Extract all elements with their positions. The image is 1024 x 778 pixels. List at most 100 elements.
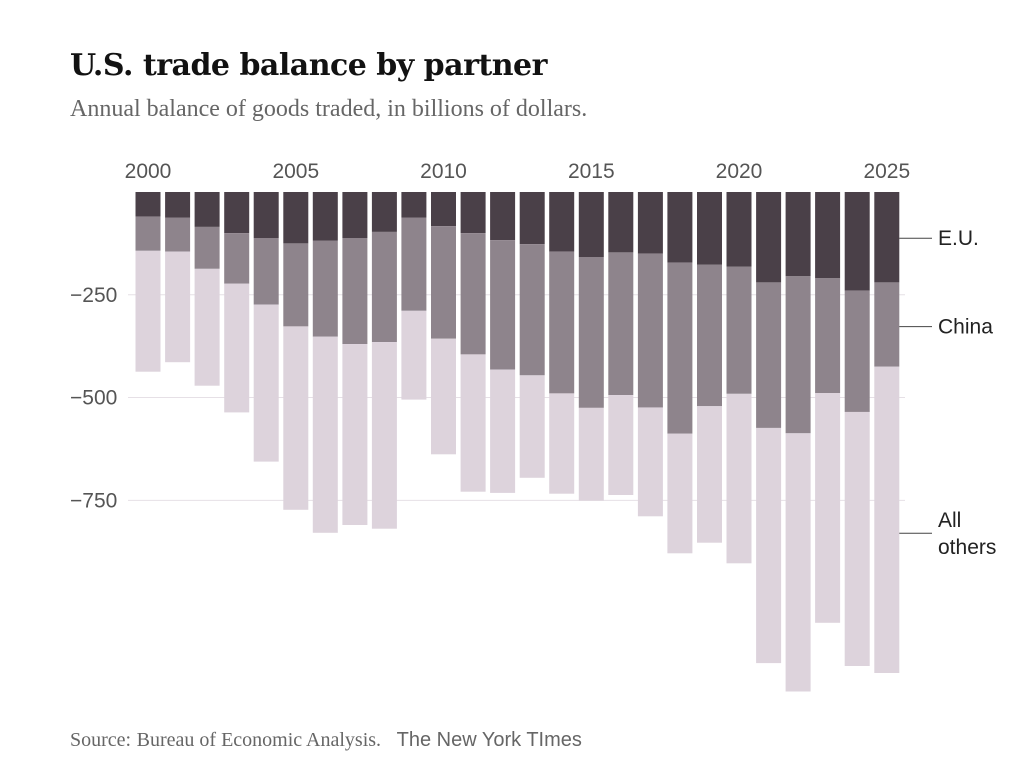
bar-e-u-2010 [431,192,456,227]
bar-china-2020 [726,266,752,394]
bar-e-u-2006 [312,192,338,241]
bar-e-u-2021 [756,192,782,283]
bar-china-2003 [224,233,250,284]
bar-china-2015 [578,257,604,408]
bar-all-others-2013 [519,375,545,478]
bar-e-u-2000 [135,192,161,217]
bar-china-2002 [194,226,220,269]
bar-all-others-2018 [667,433,693,554]
x-tick-label: 2025 [863,160,910,183]
bar-china-2011 [460,233,486,355]
series-label-others-line2: others [938,536,996,559]
bar-e-u-2004 [253,192,279,238]
y-tick-label: −750 [70,489,117,512]
bar-e-u-2017 [637,192,663,254]
bar-china-2009 [401,217,427,311]
bar-all-others-2012 [490,369,516,493]
bar-all-others-2016 [608,395,634,495]
bar-china-2006 [312,240,338,337]
bar-e-u-2014 [549,192,575,252]
bar-e-u-2001 [165,192,191,218]
bar-all-others-2010 [431,338,456,455]
bar-all-others-2025 [874,366,900,673]
bar-e-u-2025 [874,192,900,283]
series-labels: E.U. China All others [899,227,996,559]
bar-china-2023 [815,278,841,393]
bar-all-others-2005 [283,326,309,510]
bar-china-2004 [253,238,279,305]
bar-china-2024 [844,290,870,412]
x-tick-label: 2020 [716,160,763,183]
chart-title: U.S. trade balance by partner [70,48,547,83]
bar-e-u-2019 [697,192,722,265]
bar-china-2007 [342,238,368,345]
bars-layer [135,192,900,692]
bar-e-u-2024 [844,192,870,291]
bar-e-u-2011 [460,192,486,234]
bar-all-others-2015 [578,407,604,501]
x-axis: 2000 2005 2010 2015 2020 2025 [125,160,911,183]
bar-china-2005 [283,243,309,327]
bar-china-2010 [431,226,456,339]
bar-e-u-2015 [578,192,604,257]
bar-china-2012 [490,240,516,370]
bar-all-others-2011 [460,354,486,492]
bar-china-2018 [667,262,693,434]
bar-e-u-2002 [194,192,220,227]
bar-e-u-2008 [371,192,397,232]
bar-all-others-2006 [312,336,338,533]
bar-all-others-2004 [253,304,279,462]
bar-china-2022 [785,276,811,434]
bar-all-others-2008 [371,342,397,529]
bar-china-2014 [549,251,575,394]
bar-all-others-2009 [401,310,427,400]
bar-all-others-2003 [224,283,250,413]
series-label-others-line1: All [938,509,961,532]
bar-all-others-2002 [194,268,220,386]
chart-subtitle: Annual balance of goods traded, in billi… [70,96,588,122]
bar-china-2013 [519,244,545,376]
bar-all-others-2021 [756,428,782,664]
bar-e-u-2018 [667,192,693,263]
bar-e-u-2013 [519,192,545,245]
bar-china-2001 [165,217,191,252]
bar-e-u-2003 [224,192,250,234]
bar-all-others-2007 [342,344,368,525]
series-label-china: China [938,316,993,339]
bar-china-2000 [135,216,161,251]
source-prefix: Source: [70,729,132,751]
y-tick-label: −500 [70,387,117,410]
x-tick-label: 2000 [125,160,172,183]
bar-all-others-2017 [637,407,663,517]
bar-all-others-2023 [815,393,841,623]
bar-all-others-2000 [135,250,161,372]
y-tick-label: −250 [70,284,117,307]
bar-all-others-2019 [697,406,722,543]
bar-china-2008 [371,231,397,343]
bar-all-others-2022 [785,433,811,692]
y-axis: −250 −500 −750 [70,284,117,513]
bar-all-others-2001 [165,251,191,363]
bar-e-u-2020 [726,192,752,267]
bar-e-u-2016 [608,192,634,253]
bar-e-u-2023 [815,192,841,279]
bar-china-2016 [608,252,634,396]
source-line: Source: Bureau of Economic Analysis. The… [70,729,582,752]
bar-e-u-2007 [342,192,368,238]
source-text: Bureau of Economic Analysis. [136,729,382,751]
bar-china-2017 [637,253,663,408]
bar-e-u-2005 [283,192,309,244]
series-label-eu: E.U. [938,227,979,250]
x-tick-label: 2010 [420,160,467,183]
bar-all-others-2020 [726,393,752,564]
x-tick-label: 2015 [568,160,615,183]
bar-china-2025 [874,282,900,367]
bar-china-2021 [756,282,782,428]
x-tick-label: 2005 [272,160,319,183]
bar-all-others-2024 [844,411,870,666]
bar-china-2019 [697,264,722,407]
bar-e-u-2012 [490,192,516,241]
bar-e-u-2009 [401,192,427,218]
credit-text: The New York TImes [396,729,582,751]
